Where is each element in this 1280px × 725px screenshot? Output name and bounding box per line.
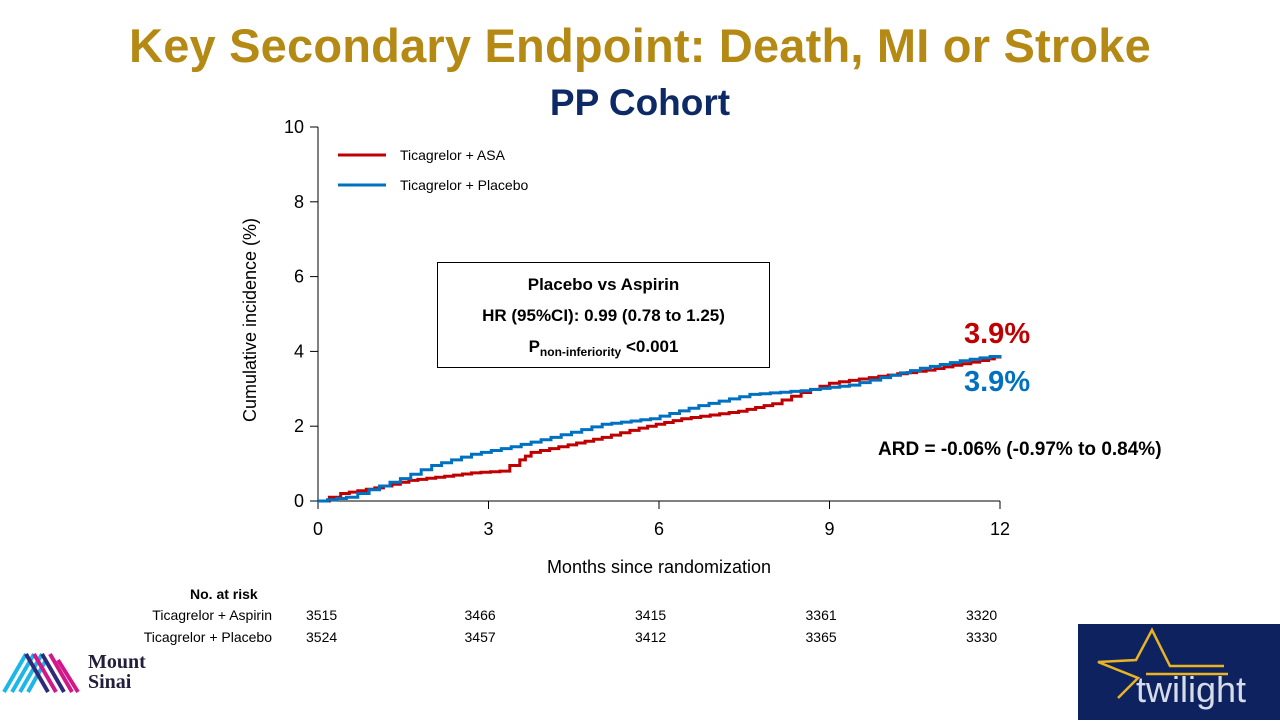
mount-sinai-logo: Mount Sinai [0, 636, 170, 696]
mount-sinai-mountain-icon: Mount Sinai [2, 651, 146, 694]
stats-p-value-line: Pnon-inferiority <0.001 [438, 331, 769, 362]
placebo-end-label: 3.9% [964, 366, 1031, 398]
risk-value: 3330 [966, 629, 998, 645]
p-subscript: non-inferiority [539, 345, 622, 359]
p-label: P [528, 337, 540, 356]
logo-text-mount: Mount [88, 651, 146, 673]
x-tick-label: 9 [824, 519, 834, 539]
placebo-curve [318, 355, 1002, 503]
logo-text-twilight: twilight [1136, 669, 1246, 710]
slide-subtitle: PP Cohort [549, 82, 731, 123]
risk-value: 3412 [635, 629, 667, 645]
asa-end-label: 3.9% [964, 318, 1031, 350]
ard-label: ARD = -0.06% (-0.97% to 0.84%) [878, 439, 1162, 460]
stats-box: Placebo vs Aspirin HR (95%CI): 0.99 (0.7… [437, 262, 770, 368]
risk-table-header: No. at risk [190, 586, 258, 602]
x-tick-label: 3 [483, 519, 493, 539]
slide-title: Key Secondary Endpoint: Death, MI or Str… [129, 19, 1151, 72]
y-tick-label: 10 [284, 117, 304, 137]
twilight-logo: twilight [1078, 624, 1280, 720]
risk-row-label: Ticagrelor + Aspirin [152, 607, 272, 623]
y-tick-label: 8 [294, 192, 304, 212]
risk-value: 3515 [306, 607, 338, 623]
x-axis-title: Months since randomization [547, 557, 771, 577]
twilight-star-icon: twilight [1097, 627, 1246, 710]
y-tick-label: 6 [294, 267, 304, 287]
risk-value: 3320 [966, 607, 998, 623]
stats-hazard-ratio: HR (95%CI): 0.99 (0.78 to 1.25) [482, 306, 725, 325]
chart-axes: 0 2 4 6 8 10 0 3 6 9 12 [284, 117, 1010, 539]
legend-label: Ticagrelor + Placebo [400, 177, 528, 193]
risk-value: 3361 [805, 607, 837, 623]
x-tick-label: 6 [654, 519, 664, 539]
chart-legend: Ticagrelor + ASA Ticagrelor + Placebo [338, 147, 528, 193]
risk-row-label: Ticagrelor + Placebo [143, 629, 272, 645]
y-tick-label: 2 [294, 416, 304, 436]
x-tick-label: 0 [313, 519, 323, 539]
x-tick-label: 12 [990, 519, 1010, 539]
legend-label: Ticagrelor + ASA [400, 147, 506, 163]
y-axis-title: Cumulative incidence (%) [240, 218, 260, 422]
y-tick-label: 0 [294, 491, 304, 511]
risk-value: 3524 [306, 629, 338, 645]
y-tick-label: 4 [294, 341, 304, 361]
stats-heading: Placebo vs Aspirin [527, 275, 680, 294]
asa-curve [318, 355, 1002, 503]
risk-value: 3466 [464, 607, 496, 623]
risk-value: 3415 [635, 607, 667, 623]
logo-text-sinai: Sinai [88, 671, 132, 693]
risk-value: 3457 [464, 629, 496, 645]
p-value: <0.001 [621, 337, 679, 356]
chart-curves [318, 355, 1002, 503]
risk-value: 3365 [805, 629, 837, 645]
